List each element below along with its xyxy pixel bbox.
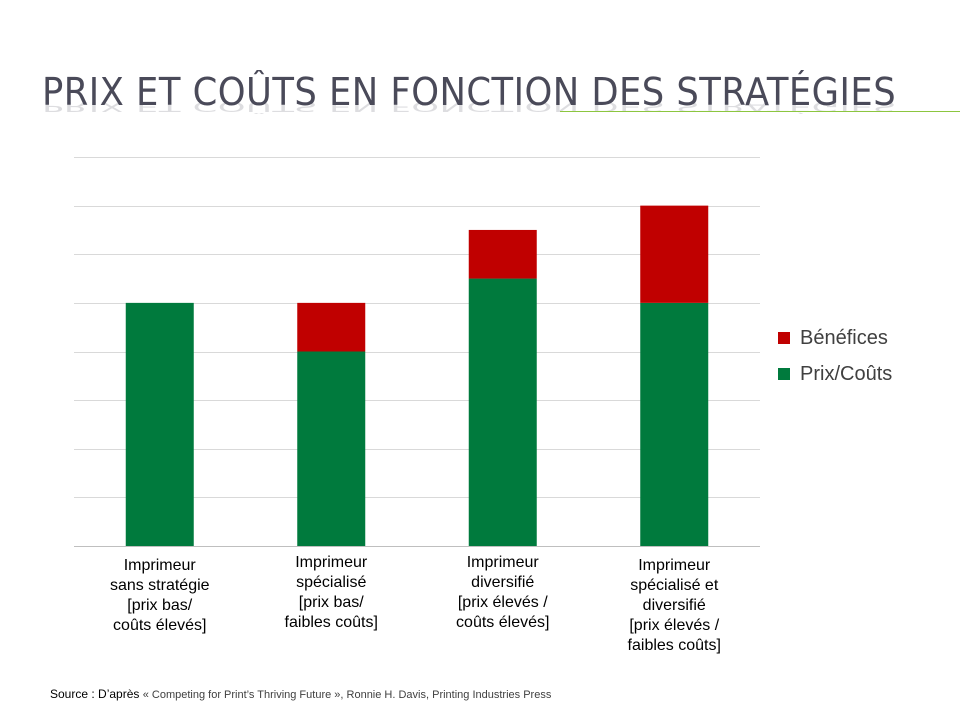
category-label-line: diversifié bbox=[642, 597, 706, 614]
bars bbox=[125, 205, 709, 546]
source-detail: « Competing for Print’s Thriving Future … bbox=[142, 689, 552, 701]
category-label-3: Imprimeur diversifié [prix élevés / coûts é… bbox=[418, 553, 588, 633]
category-label-line: spécialisé et bbox=[630, 577, 719, 594]
category-label-4: Imprimeur spécialisé et diversifié [prix él… bbox=[589, 556, 759, 656]
bar-benefices-3 bbox=[468, 229, 537, 279]
bar-prix-couts-2 bbox=[297, 351, 366, 546]
bar-benefices-2 bbox=[297, 302, 366, 352]
category-label-line: Imprimeur bbox=[295, 554, 368, 571]
source-citation: Source : D’après « Competing for Print’s… bbox=[50, 687, 551, 701]
legend-item-prix-couts: Prix/Coûts bbox=[778, 356, 892, 392]
category-label-line: faibles coûts] bbox=[284, 614, 378, 631]
category-label-line: Imprimeur bbox=[466, 554, 539, 571]
category-label-line: coûts élevés] bbox=[456, 614, 550, 631]
legend-label-prix-couts: Prix/Coûts bbox=[800, 362, 893, 385]
category-label-2: Imprimeur spécialisé [prix bas/faibles coû… bbox=[246, 553, 416, 633]
category-label-line: diversifié bbox=[471, 574, 535, 591]
category-label-line: sans stratégie bbox=[109, 577, 210, 594]
legend-swatch-prix-couts bbox=[778, 368, 790, 380]
chart-legend: Bénéfices Prix/Coûts bbox=[778, 320, 892, 392]
category-label-line: [prix bas/ bbox=[298, 594, 364, 611]
source-prefix: Source : D’après bbox=[50, 687, 140, 701]
category-label-line: Imprimeur bbox=[638, 557, 711, 574]
bar-benefices-4 bbox=[640, 205, 709, 303]
category-label-line: Imprimeur bbox=[123, 557, 196, 574]
category-label-line: coûts élevés] bbox=[113, 617, 207, 634]
legend-label-benefices: Bénéfices bbox=[800, 326, 888, 349]
legend-swatch-benefices bbox=[778, 332, 790, 344]
category-label-line: [prix élevés / bbox=[457, 594, 548, 611]
legend-item-benefices: Bénéfices bbox=[778, 320, 892, 356]
category-label-line: faibles coûts] bbox=[627, 637, 721, 654]
category-label-line: [prix élevés / bbox=[629, 617, 720, 634]
bar-prix-couts-3 bbox=[468, 278, 537, 546]
category-label-line: [prix bas/ bbox=[127, 597, 193, 614]
category-label-line: spécialisé bbox=[296, 574, 367, 591]
bar-prix-couts-4 bbox=[640, 302, 709, 546]
slide-title: Prix et coûts en fonction des stratégies bbox=[42, 70, 897, 114]
title-underline-rule bbox=[560, 111, 960, 112]
category-label-1: Imprimeur sans stratégie [prix bas/coûts é… bbox=[75, 556, 245, 636]
bar-prix-couts-1 bbox=[125, 302, 194, 546]
